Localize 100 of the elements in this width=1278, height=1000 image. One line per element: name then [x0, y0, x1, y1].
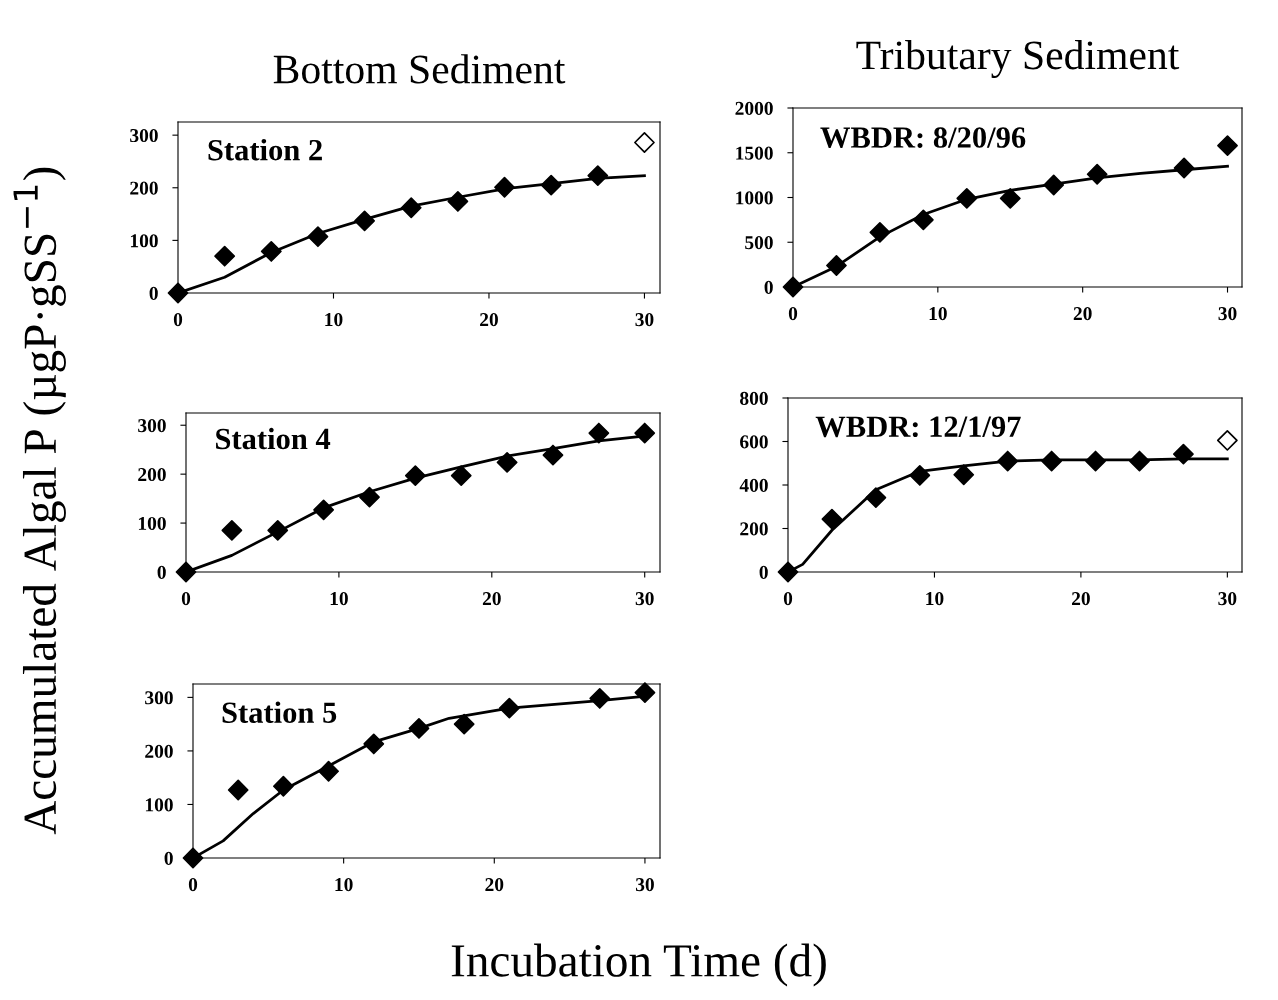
point: [1129, 450, 1150, 472]
point: [267, 520, 289, 541]
point: [953, 464, 975, 486]
x-tick-label: 10: [325, 313, 343, 327]
x-tick-label: 30: [635, 592, 654, 606]
point: [404, 465, 426, 487]
point: [782, 276, 804, 298]
point: [865, 487, 887, 509]
point: [821, 508, 843, 530]
point: [542, 444, 564, 466]
x-tick-label: 0: [173, 313, 183, 327]
annotation: WBDR: 12/1/97: [815, 416, 1021, 438]
point: [869, 221, 891, 243]
point: [588, 422, 610, 444]
point: [498, 697, 520, 719]
x-axis-title: Incubation Time (d): [451, 943, 826, 987]
y-tick-label: 800: [740, 391, 768, 405]
point: [912, 209, 934, 231]
y-tick-label: 300: [130, 128, 158, 143]
y-axis-title: Accumulated Algal P (µgP·gSS$^{−1}$): [13, 167, 66, 835]
point: [540, 174, 562, 196]
x-tick-label: 10: [335, 878, 353, 892]
x-tick-label: 10: [926, 592, 944, 606]
point: [313, 499, 335, 521]
y-tick-label: 200: [130, 181, 158, 195]
y-tick-label: 2000: [735, 101, 773, 115]
point: [1173, 157, 1195, 179]
point: [318, 760, 339, 782]
y-tick-label: 0: [164, 851, 173, 865]
y-tick-label: 100: [138, 516, 166, 531]
y-tick-label: 1500: [736, 146, 773, 160]
point: [272, 775, 294, 797]
y-tick-label: 200: [740, 522, 768, 536]
point: [175, 561, 197, 583]
x-tick-label: 20: [1072, 592, 1090, 606]
point: [1217, 135, 1238, 156]
point: [1173, 443, 1194, 465]
chart-title: Bottom Sediment: [273, 54, 566, 84]
y-tick-label: 300: [145, 691, 173, 705]
chart-title: Tributary Sediment: [856, 40, 1180, 78]
x-tick-label: 20: [485, 878, 504, 892]
point: [999, 187, 1021, 209]
point: [260, 241, 282, 262]
point: [1085, 450, 1106, 472]
point: [956, 187, 978, 209]
point: [408, 718, 430, 739]
annotation: Station 4: [216, 427, 331, 450]
point: [400, 197, 422, 219]
y-tick-label: 100: [130, 234, 158, 248]
point: [777, 561, 799, 583]
point: [1041, 450, 1063, 472]
point: [494, 176, 515, 198]
x-tick-label: 20: [482, 592, 501, 606]
point: [363, 733, 385, 755]
y-tick-label: 0: [764, 280, 773, 294]
x-tick-label: 0: [783, 592, 793, 606]
point: [359, 486, 380, 508]
point: [634, 422, 656, 444]
y-tick-label: 300: [138, 419, 166, 433]
annotation: WBDR: 8/20/96: [820, 127, 1026, 149]
point: [589, 688, 611, 709]
point: [1216, 430, 1238, 451]
x-tick-label: 20: [1073, 307, 1092, 321]
point: [307, 226, 329, 248]
point: [997, 450, 1019, 472]
x-tick-label: 30: [1218, 307, 1237, 321]
point: [354, 210, 375, 232]
x-tick-label: 0: [181, 592, 191, 606]
point: [221, 520, 243, 541]
x-tick-label: 0: [188, 878, 198, 892]
y-tick-label: 500: [745, 236, 773, 250]
point: [227, 779, 249, 801]
point: [1043, 174, 1065, 196]
y-tick-label: 200: [145, 744, 173, 758]
point: [587, 165, 609, 187]
point: [826, 255, 847, 276]
x-tick-label: 30: [635, 313, 654, 327]
x-tick-label: 10: [929, 307, 947, 321]
annotation: Station 2: [208, 138, 322, 161]
y-tick-label: 600: [740, 435, 768, 449]
point: [1086, 163, 1108, 185]
point: [182, 847, 204, 869]
x-tick-label: 0: [788, 307, 798, 321]
y-tick-label: 200: [138, 467, 166, 482]
y-tick-label: 400: [739, 478, 768, 492]
y-tick-label: 0: [149, 286, 158, 300]
y-tick-label: 0: [759, 565, 768, 579]
y-tick-label: 100: [145, 798, 173, 812]
point: [453, 713, 475, 735]
x-tick-label: 20: [480, 313, 498, 327]
point: [496, 452, 518, 473]
y-tick-label: 1000: [736, 191, 773, 205]
point: [634, 132, 655, 153]
point: [167, 282, 189, 304]
point: [634, 682, 656, 703]
point: [450, 465, 472, 487]
x-tick-label: 10: [330, 592, 348, 606]
x-tick-label: 30: [635, 878, 654, 892]
point: [447, 191, 469, 212]
point: [909, 465, 931, 486]
